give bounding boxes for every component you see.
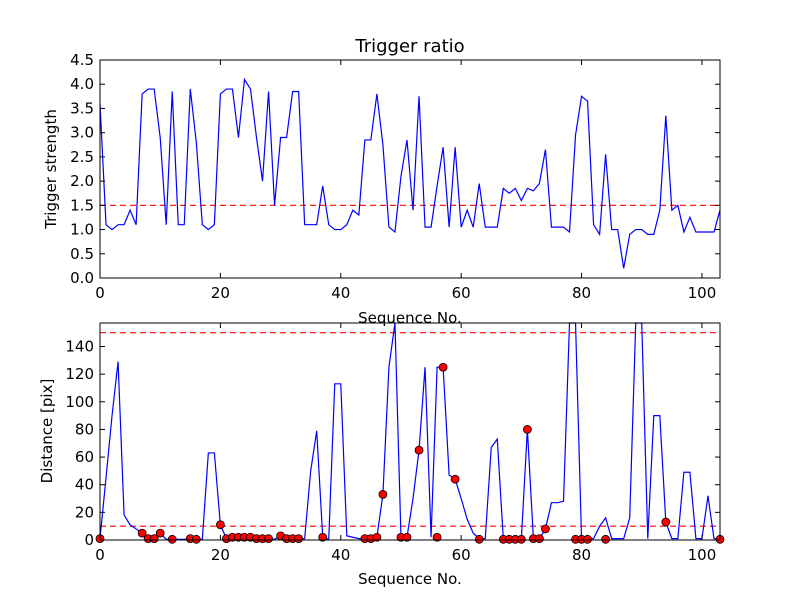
y-tick-label: 0.5	[70, 245, 94, 263]
y-tick-label: 20	[75, 503, 94, 521]
y-axis-ticks: 0 20 40 60 80 100 120 140	[65, 337, 720, 549]
y-tick-label: 80	[75, 420, 94, 438]
x-tick-label: 40	[331, 284, 350, 302]
trigger-marker	[450, 474, 460, 484]
distance-series	[99, 322, 721, 541]
x-axis-ticks: 0 20 40 60 80 100	[95, 323, 716, 564]
trigger-marker	[432, 532, 442, 542]
trigger-marker	[318, 532, 328, 542]
trigger-marker	[535, 534, 544, 544]
series-line	[99, 77, 721, 269]
trigger-marker	[378, 489, 388, 499]
y-axis-label: Distance [pix]	[38, 379, 56, 484]
trigger-marker	[541, 524, 550, 534]
trigger-marker	[601, 534, 611, 544]
x-tick-label: 80	[572, 284, 591, 302]
trigger-marker	[438, 362, 448, 372]
x-tick-label: 0	[95, 284, 105, 302]
trigger-marker	[149, 534, 159, 544]
series-line	[99, 322, 721, 541]
x-tick-label: 100	[688, 546, 717, 564]
trigger-marker	[402, 532, 412, 542]
trigger-strength-series	[99, 77, 721, 269]
x-axis-ticks: 0 20 40 60 80 100	[95, 60, 716, 302]
y-tick-label: 0	[84, 531, 94, 549]
y-tick-label: 140	[65, 337, 94, 355]
trigger-marker	[137, 528, 147, 538]
y-tick-label: 60	[75, 448, 94, 466]
trigger-marker	[191, 534, 201, 544]
y-axis-label: Trigger strength	[42, 109, 60, 230]
x-tick-label: 60	[452, 284, 471, 302]
x-tick-label: 80	[572, 546, 591, 564]
y-axis-ticks: 0.0 0.5 1.0 1.5 2.0 2.5 3.0 3.5 4.0 4.5	[70, 51, 720, 287]
trigger-marker	[516, 534, 526, 544]
trigger-marker	[155, 528, 165, 538]
chart-title: Trigger ratio	[354, 36, 464, 57]
y-tick-label: 2.5	[70, 148, 94, 166]
y-tick-label: 1.5	[70, 196, 94, 214]
y-tick-label: 4.5	[70, 51, 94, 69]
x-tick-label: 40	[331, 546, 350, 564]
trigger-marker	[372, 532, 382, 542]
y-tick-label: 0.0	[70, 269, 94, 287]
x-axis-label: Sequence No.	[358, 309, 462, 327]
trigger-marker	[474, 534, 484, 544]
x-tick-label: 20	[211, 546, 230, 564]
y-tick-label: 4.0	[70, 75, 94, 93]
y-tick-label: 1.0	[70, 221, 94, 239]
plot-frame	[99, 59, 721, 279]
trigger-marker	[583, 534, 592, 544]
x-axis-label: Sequence No.	[358, 570, 462, 588]
trigger-marker	[294, 534, 304, 544]
trigger-ratio-chart: Trigger ratio 0 20 40 60 80 100 0.0 0.5 1.0 1.5 2…	[42, 36, 721, 327]
x-tick-label: 20	[211, 284, 230, 302]
trigger-marker	[215, 520, 225, 530]
y-tick-label: 3.5	[70, 99, 94, 117]
trigger-marker	[661, 517, 671, 527]
plot-frame	[99, 322, 721, 541]
trigger-marker	[167, 534, 177, 544]
y-tick-label: 2.0	[70, 172, 94, 190]
y-tick-label: 100	[65, 393, 94, 411]
y-tick-label: 3.0	[70, 124, 94, 142]
trigger-marker	[414, 445, 424, 455]
x-tick-label: 60	[452, 546, 471, 564]
y-tick-label: 120	[65, 365, 94, 383]
x-tick-label: 100	[688, 284, 717, 302]
trigger-markers	[95, 362, 725, 544]
x-tick-label: 0	[95, 546, 105, 564]
trigger-marker	[522, 425, 532, 434]
trigger-marker	[264, 534, 273, 544]
distance-chart: 0 20 40 60 80 100 0 20 40 60 80 100 120 140 Sequence…	[38, 322, 725, 588]
y-tick-label: 40	[75, 476, 94, 494]
